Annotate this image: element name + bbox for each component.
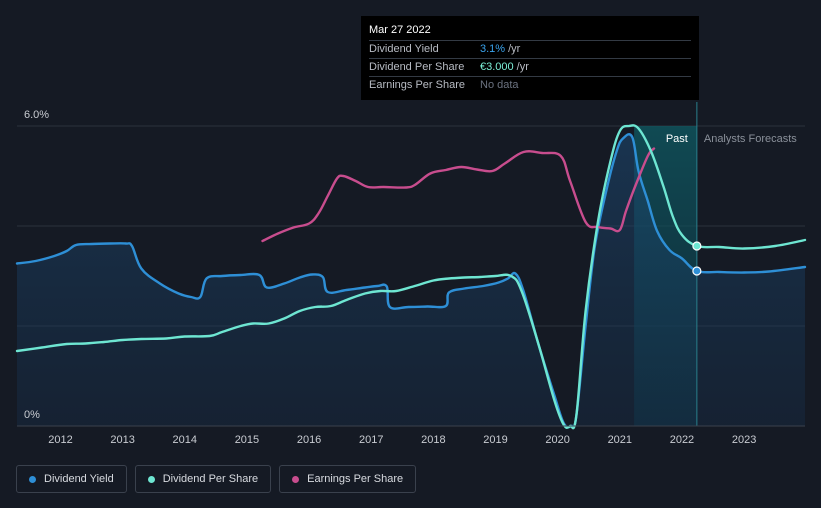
x-tick-label: 2019 [483,434,507,446]
x-tick-label: 2013 [110,434,134,446]
x-tick-label: 2018 [421,434,445,446]
y-tick-label: 0% [24,409,40,421]
x-tick-label: 2015 [235,434,259,446]
x-tick-label: 2020 [545,434,569,446]
legend-label: Dividend Per Share [162,473,259,485]
tooltip-value: €3.000 [480,61,514,73]
dividend-per-share-marker[interactable] [692,241,702,251]
tooltip-value: No data [480,79,519,91]
legend-label: Dividend Yield [44,473,114,485]
legend-item-dividend-per-share[interactable]: Dividend Per Share [134,465,272,493]
dividend-yield-marker[interactable] [692,266,702,276]
analysts-forecasts-label: Analysts Forecasts [704,133,797,145]
axis-layer: 2012 2013 2014 2015 2016 2017 2018 2019 2020 2021… [17,109,805,446]
tooltip-row-dividend-per-share: Dividend Per Share €3.000 /yr [369,58,691,76]
tooltip-row-dividend-yield: Dividend Yield 3.1% /yr [369,40,691,58]
legend-label: Earnings Per Share [307,473,404,485]
marker-layer [692,241,702,276]
tooltip-unit: /yr [516,61,529,73]
x-tick-label: 2014 [173,434,197,446]
x-tick-label: 2017 [359,434,383,446]
legend-dot-icon [292,475,300,483]
tooltip-date: Mar 27 2022 [369,24,431,36]
legend-item-dividend-yield[interactable]: Dividend Yield [16,465,127,493]
chart-legend: Dividend Yield Dividend Per Share Earnin… [16,465,417,493]
x-tick-label: 2021 [608,434,632,446]
legend-dot-icon [29,475,36,483]
y-tick-label: 6.0% [24,109,49,121]
chart-tooltip: Mar 27 2022 Dividend Yield 3.1% /yr Divi… [361,16,699,100]
tooltip-label: Dividend Per Share [369,61,465,73]
x-tick-label: 2016 [297,434,321,446]
legend-item-earnings-per-share[interactable]: Earnings Per Share [279,465,417,493]
tooltip-row-earnings-per-share: Earnings Per Share No data [369,76,691,94]
tooltip-unit: /yr [508,43,521,55]
tooltip-value: 3.1% [480,43,506,55]
x-tick-label: 2022 [670,434,694,446]
legend-dot-icon [147,475,155,483]
earnings-per-share-line [261,147,656,243]
tooltip-label: Dividend Yield [369,43,439,55]
tooltip-label: Earnings Per Share [369,79,465,91]
series-layer [15,124,807,430]
dividend-per-share-line [15,124,807,430]
x-tick-label: 2023 [732,434,756,446]
x-tick-label: 2012 [48,434,72,446]
dividend-yield-area [17,134,805,428]
dividend-yield-line [15,133,807,429]
past-label: Past [666,133,688,145]
